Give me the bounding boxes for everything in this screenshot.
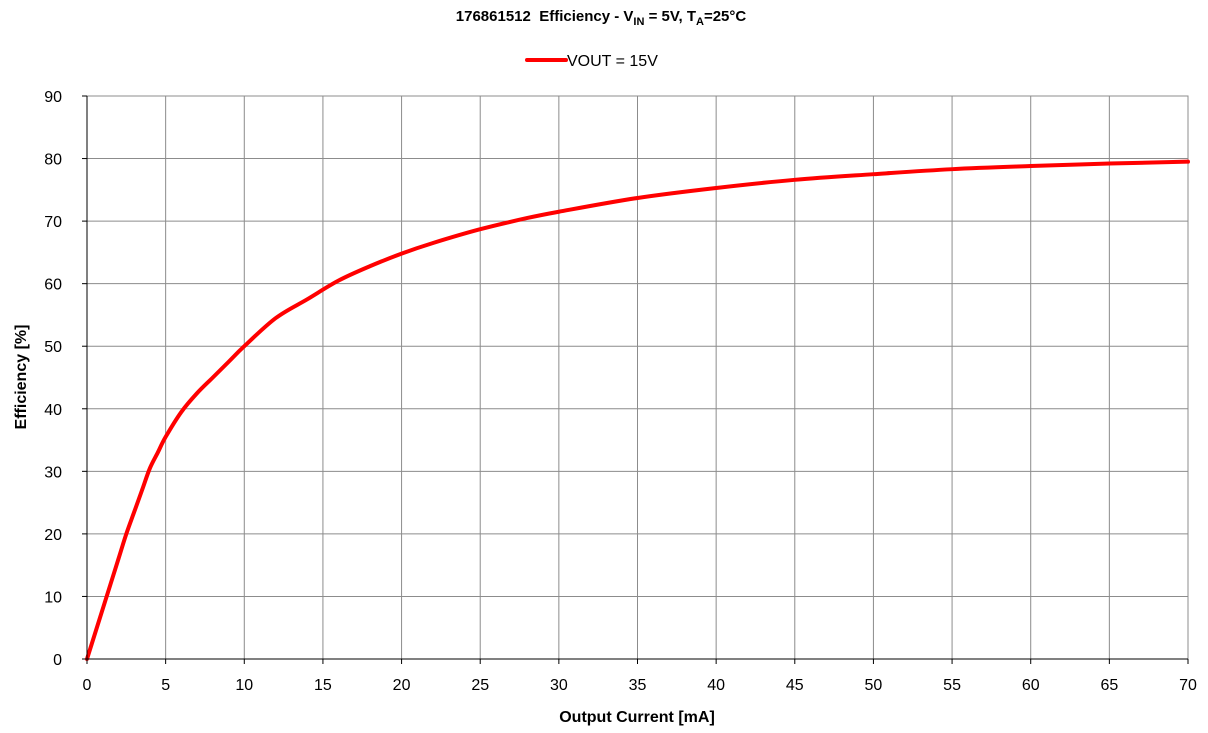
- chart-title: 176861512 Efficiency - VIN = 5V, TA=25°C: [456, 8, 747, 28]
- legend: VOUT = 15V: [525, 53, 658, 70]
- title-prefix: Efficiency - V: [539, 8, 633, 25]
- x-tick-label: 25: [471, 677, 489, 694]
- x-tick-label: 0: [83, 677, 92, 694]
- y-tick-label: 20: [44, 527, 62, 544]
- x-tick-label: 55: [943, 677, 961, 694]
- x-tick-label: 30: [550, 677, 568, 694]
- title-vin-subscript: IN: [633, 16, 644, 28]
- y-tick-label: 50: [44, 339, 62, 356]
- legend-label: VOUT = 15V: [567, 53, 658, 70]
- title-middle: = 5V, T: [644, 8, 696, 25]
- title-suffix: =25°C: [704, 8, 746, 25]
- y-tick-label: 90: [44, 89, 62, 106]
- x-tick-label: 70: [1179, 677, 1197, 694]
- x-tick-label: 45: [786, 677, 804, 694]
- grid: [87, 96, 1188, 659]
- x-tick-label: 15: [314, 677, 332, 694]
- y-tick-label: 60: [44, 277, 62, 294]
- series-group: [85, 159, 1190, 661]
- x-tick-label: 65: [1100, 677, 1118, 694]
- x-axis-title: Output Current [mA]: [559, 709, 715, 726]
- x-tick-label: 35: [629, 677, 647, 694]
- y-tick-label: 40: [44, 402, 62, 419]
- series-line-vout-15v: [85, 159, 1190, 661]
- y-tick-label: 80: [44, 152, 62, 169]
- x-tick-label: 50: [865, 677, 883, 694]
- x-tick-label: 5: [161, 677, 170, 694]
- y-tick-label: 10: [44, 589, 62, 606]
- title-ta-subscript: A: [696, 16, 704, 28]
- y-tick-label: 30: [44, 464, 62, 481]
- x-tick-label: 20: [393, 677, 411, 694]
- x-tick-labels: 0 5 10 15 20 25 30 35 40 45 50 55 60 65 70: [83, 659, 1197, 694]
- y-tick-label: 0: [53, 652, 62, 669]
- x-tick-label: 60: [1022, 677, 1040, 694]
- x-tick-label: 10: [235, 677, 253, 694]
- y-tick-labels: 0 10 20 30 40 50 60 70 80 90: [44, 89, 87, 669]
- y-axis-title: Efficiency [%]: [13, 325, 30, 430]
- title-part-number: 176861512: [456, 8, 531, 25]
- x-tick-label: 40: [707, 677, 725, 694]
- y-tick-label: 70: [44, 214, 62, 231]
